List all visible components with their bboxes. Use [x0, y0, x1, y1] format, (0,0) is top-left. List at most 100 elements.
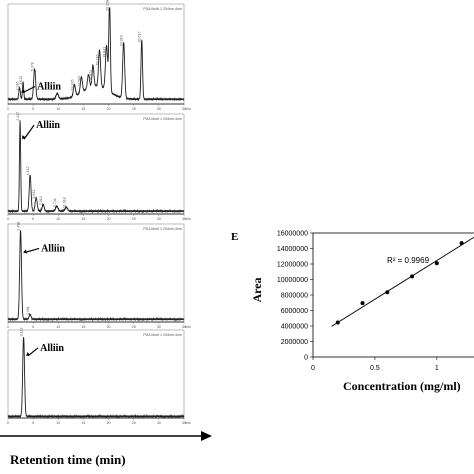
detector-header: PDA Multi 1 254nm,4nm	[143, 333, 182, 337]
y-tick-label: 2000000	[281, 339, 308, 346]
x-tick-label: 20	[107, 217, 111, 221]
detector-header: PDA Multi 1 254nm,4nm	[143, 227, 182, 231]
peak-label: 11.618	[62, 197, 66, 208]
x-tick-label: 35	[182, 421, 186, 425]
x-tick-label: 35	[182, 325, 186, 329]
peak-label: 3.012	[19, 76, 23, 85]
x-tick-label: 30	[157, 107, 161, 111]
x-tick-label: 25	[132, 325, 136, 329]
trendline	[331, 236, 474, 327]
plot-frame	[7, 329, 185, 419]
alliin-arrow-shaft	[24, 247, 40, 254]
y-tick-label: 0	[304, 355, 308, 362]
x-unit-label: min	[185, 107, 191, 111]
x-tick-label: 10	[56, 325, 60, 329]
x-unit-label: min	[185, 421, 191, 425]
x-tick-label: 20	[107, 325, 111, 329]
y-tick-label: 6000000	[281, 308, 308, 315]
alliin-arrow-shaft	[22, 85, 36, 94]
peak-label: 9.742	[53, 198, 57, 207]
plot-frame	[7, 3, 185, 105]
alliin-arrow-shaft	[27, 347, 39, 357]
chromatogram-trace	[7, 337, 185, 419]
retention-time-axis: Retention time (min)	[0, 431, 212, 467]
alliin-annotation: Alliin	[41, 243, 65, 254]
x-tick-label: 5	[32, 325, 34, 329]
x-tick-label: 20	[107, 107, 111, 111]
alliin-arrow-shaft	[23, 124, 35, 140]
x-tick-label: 0	[7, 107, 9, 111]
x-axis-label: Concentration (mg/ml)	[343, 379, 461, 393]
x-tick-label: 10	[56, 421, 60, 425]
x-tick-label: 5	[32, 217, 34, 221]
x-tick-label: 25	[132, 217, 136, 221]
chromatogram-trace	[7, 7, 185, 102]
x-tick-label: 15	[81, 421, 85, 425]
data-point	[385, 290, 390, 295]
chromatogram-3: 0 5 10 15 20 25 30 35 min PDA Multi 1 254nm,4nm 2.…	[7, 222, 191, 329]
peak-label: 14.582	[77, 76, 81, 87]
alliin-arrow-head	[22, 135, 26, 140]
x-tick-label: 35	[182, 107, 186, 111]
y-tick-label: 8000000	[281, 293, 308, 300]
peak-label: 20.218	[106, 0, 110, 11]
x-unit-label: min	[185, 217, 191, 221]
x-tick-label: 0	[7, 217, 9, 221]
x-tick-label: 30	[157, 325, 161, 329]
alliin-arrow-head	[26, 352, 31, 356]
alliin-annotation: Alliin	[36, 120, 60, 131]
y-tick-label: 10000000	[277, 277, 308, 284]
plot-frame	[312, 232, 474, 358]
y-tick-label: 4000000	[281, 324, 308, 331]
plot-frame	[7, 223, 185, 323]
x-tick-label: 25	[132, 421, 136, 425]
peak-label: 2.498	[17, 222, 21, 231]
x-tick-label: 0	[7, 325, 9, 329]
data-point	[459, 241, 464, 246]
peak-label: 4.412	[26, 167, 30, 176]
peak-label: 19.641	[103, 47, 107, 58]
y-tick-label: 12000000	[277, 262, 308, 269]
peak-label: 2.316	[16, 81, 20, 90]
x-tick-label: 0	[311, 365, 315, 372]
x-tick-label: 0.5	[370, 365, 380, 372]
x-tick-label: 25	[132, 107, 136, 111]
retention-axis-label: Retention time (min)	[10, 452, 126, 467]
chromatogram-2: 0 5 10 15 20 25 30 35 min PDA Multi 1 254nm,4nm 2.…	[7, 112, 191, 221]
peak-label: 2.417	[16, 112, 20, 121]
x-tick-label: 15	[81, 325, 85, 329]
y-tick-label: 14000000	[277, 246, 308, 253]
chromatogram-trace	[7, 120, 185, 214]
data-point	[360, 301, 365, 306]
chromatogram-trace	[7, 230, 185, 322]
x-tick-label: 15	[81, 217, 85, 221]
peak-label: 13.245	[70, 79, 74, 90]
calibration-curve-panel: E 160000001400000012000000100000008000000…	[231, 231, 474, 393]
x-tick-label: 0	[7, 421, 9, 425]
peak-label: 23.019	[120, 35, 124, 46]
x-tick-label: 30	[157, 421, 161, 425]
x-tick-label: 1	[435, 365, 439, 372]
data-point	[410, 274, 415, 279]
alliin-annotation: Alliin	[40, 343, 64, 354]
peak-label: 5.378	[31, 62, 35, 71]
x-tick-label: 30	[157, 217, 161, 221]
x-tick-label: 10	[56, 217, 60, 221]
alliin-arrow-head	[21, 89, 26, 93]
data-point	[335, 320, 340, 325]
alliin-annotation: Alliin	[37, 81, 61, 92]
x-tick-label: 35	[182, 217, 186, 221]
peak-label: 5.612	[32, 190, 36, 199]
x-tick-label: 5	[32, 107, 34, 111]
y-tick-label: 16000000	[277, 231, 308, 238]
peak-label: 26.617	[138, 31, 142, 42]
detector-header: PDA Multi 1 254nm,4nm	[143, 117, 182, 121]
x-unit-label: min	[185, 325, 191, 329]
peak-label: 18.216	[96, 55, 100, 66]
panel-letter: E	[231, 231, 238, 243]
data-point	[434, 261, 439, 266]
chromatogram-1: 0 5 10 15 20 25 30 35 min PDA Multi 1 254nm,4nm 2.…	[7, 0, 191, 111]
